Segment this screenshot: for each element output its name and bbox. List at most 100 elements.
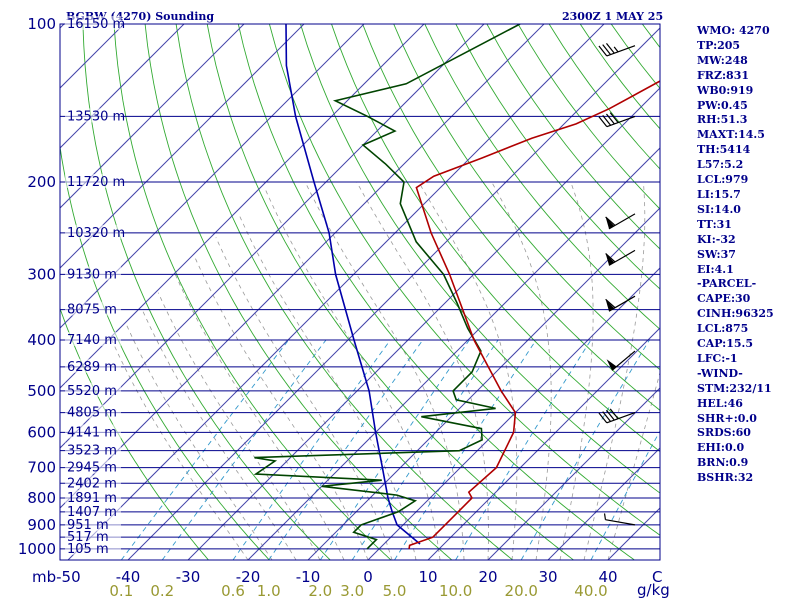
dry-adiabat-line — [268, 24, 660, 536]
index-item: SHR+:0.0 — [697, 411, 757, 425]
wind-barb-full — [602, 115, 612, 126]
index-item: WMO: 4270 — [697, 24, 770, 37]
height-label: 11720 m — [67, 175, 125, 190]
height-label: 5520 m — [67, 384, 117, 399]
height-label: 6289 m — [67, 360, 117, 375]
index-item: CAPE:30 — [697, 292, 751, 306]
height-label: 9130 m — [67, 267, 117, 282]
pressure-tick-label: 400 — [27, 331, 56, 349]
moist-adiabat-line — [157, 292, 321, 560]
wind-barb-staff — [608, 295, 636, 312]
pressure-tick-label: 500 — [27, 382, 56, 400]
index-item: HEL:46 — [697, 396, 743, 410]
index-item: SRDS:60 — [697, 426, 751, 440]
wind-barb-column — [598, 42, 636, 526]
wind-barb-full — [605, 113, 615, 125]
mixing-ratio-tick-label: 0.1 — [109, 582, 133, 600]
temperature-tick-label: -30 — [176, 568, 201, 586]
index-item: KI:-32 — [697, 232, 736, 246]
pressure-tick-label: 1000 — [18, 540, 56, 558]
wind-barb-full — [605, 409, 615, 421]
wind-barb-staff — [608, 213, 636, 230]
index-item: LFC:-1 — [697, 351, 738, 365]
height-label-backdrop — [65, 224, 121, 239]
temperature-tick-label: 40 — [598, 568, 617, 586]
wind-barb-full — [605, 216, 616, 226]
wind-barb-half — [603, 513, 607, 520]
temperature-tick-label: mb-50 — [32, 568, 81, 586]
index-item: EHI:0.0 — [697, 441, 745, 455]
moist-adiabat-line — [126, 325, 273, 560]
mixing-ratio-tick-label: 2.0 — [308, 582, 332, 600]
index-item: WB0:919 — [697, 83, 754, 97]
moist-adiabat-line — [264, 187, 441, 560]
height-label: 7140 m — [67, 333, 117, 348]
wind-barb-full — [605, 298, 616, 309]
moist-adiabat-line — [238, 213, 417, 560]
dry-adiabat-line — [455, 24, 660, 290]
isotherm-line — [127, 27, 660, 560]
height-label-backdrop — [65, 503, 121, 518]
isobar-lines — [60, 24, 660, 560]
mixing-ratio-line — [268, 339, 424, 560]
mixing-ratio-line — [161, 339, 327, 560]
temperature-tick-label: 10 — [418, 568, 437, 586]
height-label: 1407 m — [67, 505, 117, 520]
height-label-backdrop — [65, 332, 121, 347]
mixing-ratio-tick-label: 5.0 — [383, 582, 407, 600]
pressure-tick-label: 200 — [27, 173, 56, 191]
index-item: TP:205 — [697, 38, 741, 52]
mixing-ratio-axis-labels: 0.1 0.2 0.6 1.0 2.0 3.0 5.0 10.0 20.0 40.0 — [109, 582, 607, 600]
index-item: TT:31 — [697, 217, 732, 231]
wind-barb-full — [598, 412, 608, 424]
height-label-backdrop — [65, 174, 121, 189]
dry-adiabat-line — [175, 24, 513, 560]
isotherm-lines — [60, 24, 660, 560]
wind-barb-full — [602, 411, 612, 422]
moist-adiabat-line — [607, 371, 660, 560]
isotherm-line — [367, 267, 660, 560]
height-label-backdrop — [65, 490, 121, 505]
dry-adiabat-line — [362, 24, 660, 411]
height-label-backdrop — [65, 459, 121, 474]
index-item: LI:15.7 — [697, 187, 741, 201]
isotherm-line — [60, 24, 245, 209]
wind-barb-pennant — [605, 217, 615, 229]
plot-frame — [59, 23, 661, 561]
wind-barb-pennant — [605, 253, 615, 266]
height-label: 105 m — [67, 542, 109, 557]
temperature-tick-label: -20 — [236, 568, 261, 586]
isotherm-line — [60, 24, 305, 269]
wind-barb — [598, 42, 636, 57]
height-label: 2402 m — [67, 476, 117, 491]
wind-barb — [603, 513, 636, 526]
isotherm-line — [487, 387, 660, 560]
moist-adiabat-line — [583, 181, 646, 560]
dry-adiabat-line — [424, 24, 660, 330]
pressure-tick-label: 100 — [27, 15, 56, 33]
height-label-backdrop — [65, 266, 121, 281]
mixing-ratio-line — [351, 339, 499, 560]
wind-barb — [605, 213, 636, 230]
height-label-backdrop — [65, 301, 121, 316]
wind-barb-staff — [606, 115, 636, 128]
index-item: -PARCEL- — [697, 277, 757, 291]
pressure-tick-label: 300 — [27, 265, 56, 283]
moist-adiabat-line — [356, 181, 489, 560]
index-item: -WIND- — [697, 366, 743, 380]
height-label: 1891 m — [67, 491, 117, 506]
index-item: PW:0.45 — [697, 98, 748, 112]
moist-adiabat-line — [491, 181, 552, 560]
dry-adiabat-line — [144, 24, 453, 560]
dry-adiabat-line — [486, 24, 660, 250]
height-labels: 16150 m 13530 m 11720 m 10320 m 9130 m 8075 m… — [65, 16, 125, 557]
wind-barb-half — [613, 46, 619, 53]
index-item: LCL:875 — [697, 322, 749, 336]
index-item: RH:51.3 — [697, 113, 748, 127]
dry-adiabat-line — [206, 24, 574, 560]
height-label-backdrop — [65, 404, 121, 419]
index-item: MAXT:14.5 — [697, 128, 765, 142]
height-label: 13530 m — [67, 109, 125, 124]
chart-datetime: 2300Z 1 MAY 25 — [562, 10, 663, 23]
